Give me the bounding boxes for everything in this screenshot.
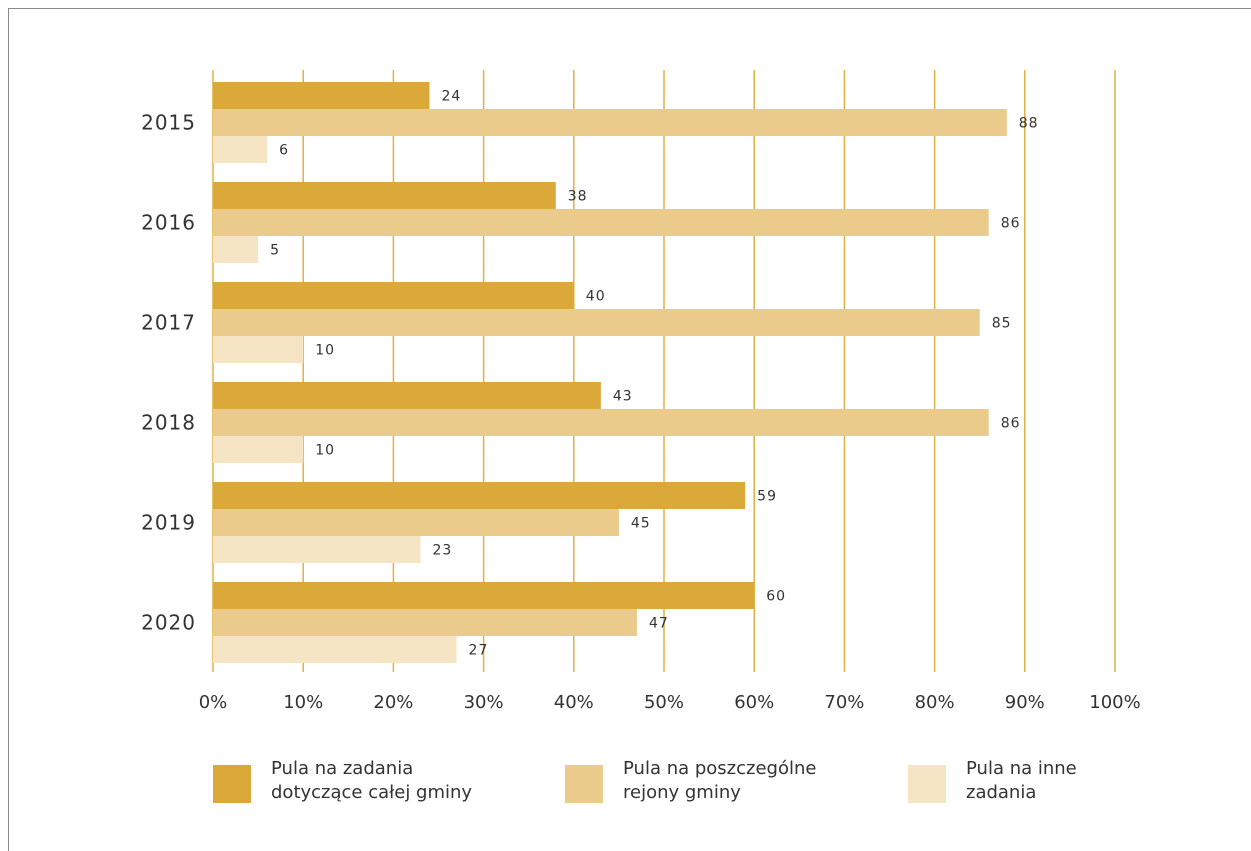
bar-value-label: 86 [1001,216,1021,232]
x-tick-label: 70% [824,692,864,713]
x-tick-label: 20% [373,692,413,713]
bar [213,436,303,463]
bar-value-label: 10 [315,343,335,359]
bar-value-label: 86 [1001,416,1021,432]
bar-value-label: 23 [432,543,452,559]
bar [213,182,556,209]
bar [213,82,429,109]
bar [213,136,267,163]
bar-value-label: 45 [631,516,651,532]
bar-value-label: 10 [315,443,335,459]
legend-label: Pula na zadania dotyczące całej gminy [271,757,472,805]
bar [213,382,601,409]
x-tick-label: 90% [1005,692,1045,713]
bar [213,236,258,263]
bar [213,482,745,509]
legend-label: Pula na inne zadania [966,757,1077,805]
bar [213,536,420,563]
bar-value-label: 27 [469,643,489,659]
legend-swatch [565,765,603,803]
bar-value-label: 88 [1019,116,1039,132]
bar-value-label: 40 [586,289,606,305]
x-axis-ticks: 0% 10% 20% 30% 40% 50% 60% 70% 80% 90% 100% [199,692,1141,713]
bar [213,609,637,636]
legend-swatch [213,765,251,803]
y-tick-label: 2015 [141,111,196,135]
x-tick-label: 40% [554,692,594,713]
bar-value-label: 47 [649,616,669,632]
legend-item-districts: Pula na poszczególne rejony gminy [565,757,816,805]
x-tick-label: 80% [915,692,955,713]
x-tick-label: 100% [1089,692,1140,713]
legend-item-whole-municipality: Pula na zadania dotyczące całej gminy [213,757,472,805]
x-tick-label: 10% [283,692,323,713]
bars [213,82,1007,663]
bar-value-label: 59 [757,489,777,505]
bar [213,336,303,363]
bar [213,209,989,236]
bar-value-label: 85 [992,316,1012,332]
bar-value-label: 60 [766,589,786,605]
y-axis-ticks: 2015 2016 2017 2018 2019 2020 [141,111,196,635]
y-tick-label: 2018 [141,411,196,435]
bar-value-label: 6 [279,143,289,159]
x-tick-label: 0% [199,692,228,713]
y-tick-label: 2019 [141,511,196,535]
bar [213,282,574,309]
x-tick-label: 50% [644,692,684,713]
bar-value-label: 24 [441,89,461,105]
bar [213,409,989,436]
bar [213,582,754,609]
grid-lines [213,70,1115,672]
y-tick-label: 2016 [141,211,196,235]
legend-swatch [908,765,946,803]
bar [213,309,980,336]
x-tick-label: 60% [734,692,774,713]
legend-item-other-tasks: Pula na inne zadania [908,757,1077,805]
bar-value-label: 43 [613,389,633,405]
y-tick-label: 2017 [141,311,196,335]
bar [213,109,1007,136]
legend-label: Pula na poszczególne rejony gminy [623,757,816,805]
data-labels: 24 88 6 38 86 5 40 85 10 43 86 10 59 45 23 60 47 27 [270,89,1038,659]
bar [213,509,619,536]
bar [213,636,457,663]
bar-value-label: 38 [568,189,588,205]
x-tick-label: 30% [464,692,504,713]
y-tick-label: 2020 [141,611,196,635]
bar-value-label: 5 [270,243,280,259]
